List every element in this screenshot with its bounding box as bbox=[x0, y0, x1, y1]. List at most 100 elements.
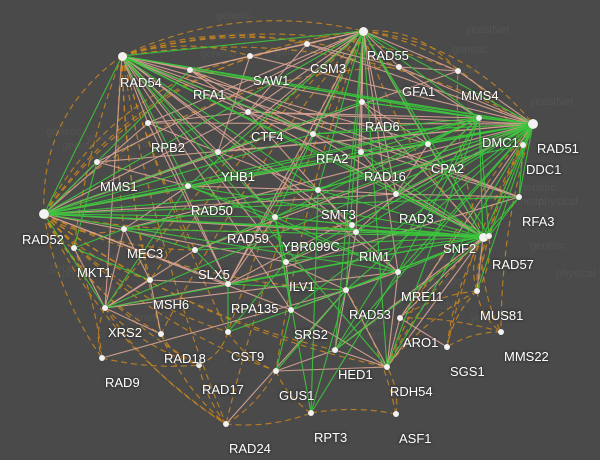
edge-physical[interactable] bbox=[334, 236, 484, 351]
graph-node-mre11[interactable] bbox=[394, 268, 402, 276]
graph-node-mms22[interactable] bbox=[497, 328, 505, 336]
node-label-rad54[interactable]: RAD54 bbox=[120, 75, 162, 90]
edge-physical[interactable] bbox=[227, 30, 364, 285]
graph-node-xrs2[interactable] bbox=[101, 304, 109, 312]
node-label-aro1[interactable]: ARO1 bbox=[403, 335, 439, 350]
edge-physical[interactable] bbox=[147, 30, 364, 124]
edge-coexpression[interactable] bbox=[121, 34, 308, 57]
node-label-rpb2[interactable]: RPB2 bbox=[151, 140, 185, 155]
edge-physical[interactable] bbox=[361, 101, 484, 238]
edge-coexpression[interactable] bbox=[73, 247, 103, 359]
edge-physical[interactable] bbox=[121, 55, 249, 113]
edge-genetic[interactable] bbox=[123, 228, 484, 238]
edge-physical[interactable] bbox=[96, 30, 364, 163]
edge-physical[interactable] bbox=[123, 123, 534, 230]
edge-physical[interactable] bbox=[225, 289, 347, 425]
graph-node-rad54[interactable] bbox=[117, 51, 127, 61]
edge-physical[interactable] bbox=[121, 55, 149, 124]
node-label-rad6[interactable]: RAD6 bbox=[365, 119, 400, 134]
node-label-mec3[interactable]: MEC3 bbox=[127, 246, 164, 261]
edge-physical[interactable] bbox=[104, 228, 125, 309]
graph-node-rad3[interactable] bbox=[392, 190, 400, 198]
edge-physical[interactable] bbox=[361, 30, 364, 103]
edge-genetic[interactable] bbox=[274, 216, 399, 273]
edge-coexpression[interactable] bbox=[121, 36, 400, 68]
node-label-rad16[interactable]: RAD16 bbox=[364, 169, 406, 184]
edge-coexpression[interactable] bbox=[160, 333, 200, 366]
edge-genetic[interactable] bbox=[482, 235, 490, 238]
edge-genetic[interactable] bbox=[285, 236, 484, 263]
edge-coexpression[interactable] bbox=[43, 213, 336, 351]
edge-physical[interactable] bbox=[362, 30, 400, 68]
edge-genetic[interactable] bbox=[227, 261, 287, 333]
graph-node-rfa2[interactable] bbox=[309, 130, 317, 138]
edge-genetic[interactable] bbox=[121, 30, 364, 57]
edge-physical[interactable] bbox=[476, 236, 484, 292]
edge-genetic[interactable] bbox=[43, 123, 534, 215]
edge-physical[interactable] bbox=[121, 55, 314, 135]
edge-physical[interactable] bbox=[317, 189, 357, 233]
edge-physical[interactable] bbox=[121, 55, 429, 145]
edge-genetic[interactable] bbox=[317, 30, 364, 191]
edge-physical[interactable] bbox=[345, 289, 388, 368]
edge-physical[interactable] bbox=[312, 133, 520, 198]
edge-physical[interactable] bbox=[217, 151, 276, 218]
edge-physical[interactable] bbox=[43, 193, 397, 215]
edge-physical[interactable] bbox=[290, 289, 347, 311]
edge-physical[interactable] bbox=[43, 161, 98, 215]
edge-physical[interactable] bbox=[306, 43, 534, 125]
edge-coexpression[interactable] bbox=[476, 123, 534, 292]
edge-physical[interactable] bbox=[247, 111, 534, 125]
edge-physical[interactable] bbox=[121, 55, 292, 311]
edge-genetic[interactable] bbox=[362, 30, 490, 237]
edge-genetic[interactable] bbox=[274, 30, 364, 218]
edge-physical[interactable] bbox=[187, 185, 319, 191]
edge-coexpression[interactable] bbox=[160, 30, 364, 335]
edge-coexpression[interactable] bbox=[225, 370, 277, 425]
node-label-ilv1[interactable]: ILV1 bbox=[289, 279, 315, 294]
edge-genetic[interactable] bbox=[482, 196, 520, 238]
edge-coexpression[interactable] bbox=[310, 408, 397, 415]
edge-genetic[interactable] bbox=[275, 289, 347, 372]
graph-node-rad17[interactable] bbox=[195, 361, 203, 369]
node-label-rim1[interactable]: RIM1 bbox=[359, 249, 391, 264]
edge-genetic[interactable] bbox=[312, 123, 534, 135]
edge-physical[interactable] bbox=[43, 70, 459, 215]
edge-genetic[interactable] bbox=[123, 228, 196, 251]
node-label-sgs1[interactable]: SGS1 bbox=[450, 364, 485, 379]
edge-coexpression[interactable] bbox=[399, 317, 502, 333]
node-label-rad53[interactable]: RAD53 bbox=[349, 307, 391, 322]
edge-coexpression[interactable] bbox=[386, 236, 484, 368]
edge-physical[interactable] bbox=[147, 122, 219, 153]
edge-coexpression[interactable] bbox=[198, 331, 229, 366]
edge-genetic[interactable] bbox=[43, 196, 520, 215]
node-label-mms1[interactable]: MMS1 bbox=[100, 179, 138, 194]
edge-physical[interactable] bbox=[43, 213, 292, 311]
node-label-rad3[interactable]: RAD3 bbox=[399, 211, 434, 226]
edge-physical[interactable] bbox=[121, 55, 229, 285]
edge-genetic[interactable] bbox=[360, 123, 534, 153]
node-label-rfa3[interactable]: RFA3 bbox=[522, 214, 555, 229]
edge-genetic[interactable] bbox=[73, 247, 151, 281]
edge-physical[interactable] bbox=[96, 161, 189, 187]
graph-node-mec3[interactable] bbox=[120, 225, 128, 233]
edge-coexpression[interactable] bbox=[446, 123, 534, 348]
edge-genetic[interactable] bbox=[482, 123, 534, 238]
node-label-rad52[interactable]: RAD52 bbox=[22, 232, 64, 247]
node-label-mus81[interactable]: MUS81 bbox=[480, 308, 524, 323]
edge-physical[interactable] bbox=[217, 151, 319, 191]
edge-coexpression[interactable] bbox=[446, 331, 502, 348]
edge-physical[interactable] bbox=[399, 317, 448, 348]
node-label-dmc1[interactable]: DMC1 bbox=[482, 135, 519, 150]
edge-physical[interactable] bbox=[104, 279, 151, 309]
edge-coexpression[interactable] bbox=[43, 213, 277, 372]
edge-coexpression[interactable] bbox=[43, 213, 125, 234]
edge-physical[interactable] bbox=[43, 213, 357, 233]
edge-genetic[interactable] bbox=[360, 117, 480, 153]
node-label-smt3[interactable]: SMT3 bbox=[321, 207, 356, 222]
edge-physical[interactable] bbox=[147, 111, 249, 124]
edge-physical[interactable] bbox=[43, 213, 229, 285]
graph-node-ilv1[interactable] bbox=[282, 258, 290, 266]
edge-coexpression[interactable] bbox=[227, 331, 277, 372]
node-label-rad18[interactable]: RAD18 bbox=[164, 351, 206, 366]
